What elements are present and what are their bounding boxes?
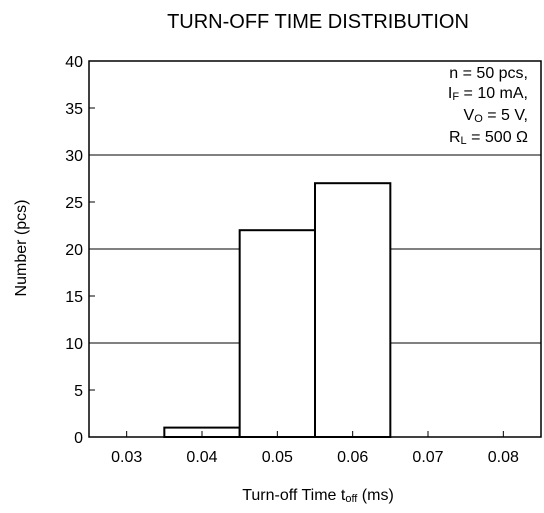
histogram-bar: [238, 229, 317, 438]
y-tick-label: 0: [74, 430, 83, 447]
x-tick-label: 0.07: [412, 449, 443, 466]
y-axis-ticks: 0 5 10 15 20 25 30 35 40: [65, 54, 95, 447]
x-axis-label: Turn-off Time toff (ms): [242, 487, 394, 505]
y-axis-label: Number (pcs): [13, 200, 30, 297]
y-tick-label: 5: [74, 383, 83, 400]
y-tick-label: 35: [65, 101, 83, 118]
x-tick-label: 0.03: [111, 449, 142, 466]
annotation-if: IF = 10 mA,: [448, 85, 528, 103]
annotation-vo: VO = 5 V,: [464, 107, 528, 125]
annotation-n: n = 50 pcs,: [449, 65, 528, 82]
x-axis-label-unit: (ms): [357, 487, 393, 504]
y-tick-label: 30: [65, 148, 83, 165]
histogram-bar: [314, 182, 392, 438]
x-tick-label: 0.05: [262, 449, 293, 466]
y-tick-label: 25: [65, 195, 83, 212]
chart-title: TURN-OFF TIME DISTRIBUTION: [167, 11, 469, 33]
y-tick-label: 15: [65, 289, 83, 306]
x-tick-label: 0.08: [488, 449, 519, 466]
conditions-annotation: n = 50 pcs, IF = 10 mA, VO = 5 V, RL = 5…: [448, 65, 528, 147]
x-axis-label-sub: off: [345, 493, 358, 505]
x-axis-ticks: 0.03 0.04 0.05 0.06 0.07 0.08: [111, 431, 519, 466]
x-axis-label-main: Turn-off Time t: [242, 487, 346, 504]
y-tick-label: 40: [65, 54, 83, 71]
annotation-rl: RL = 500 Ω: [449, 129, 528, 147]
x-tick-label: 0.04: [186, 449, 217, 466]
y-tick-label: 10: [65, 336, 83, 353]
x-tick-label: 0.06: [337, 449, 368, 466]
histogram-bars: [163, 182, 392, 439]
y-tick-label: 20: [65, 242, 83, 259]
